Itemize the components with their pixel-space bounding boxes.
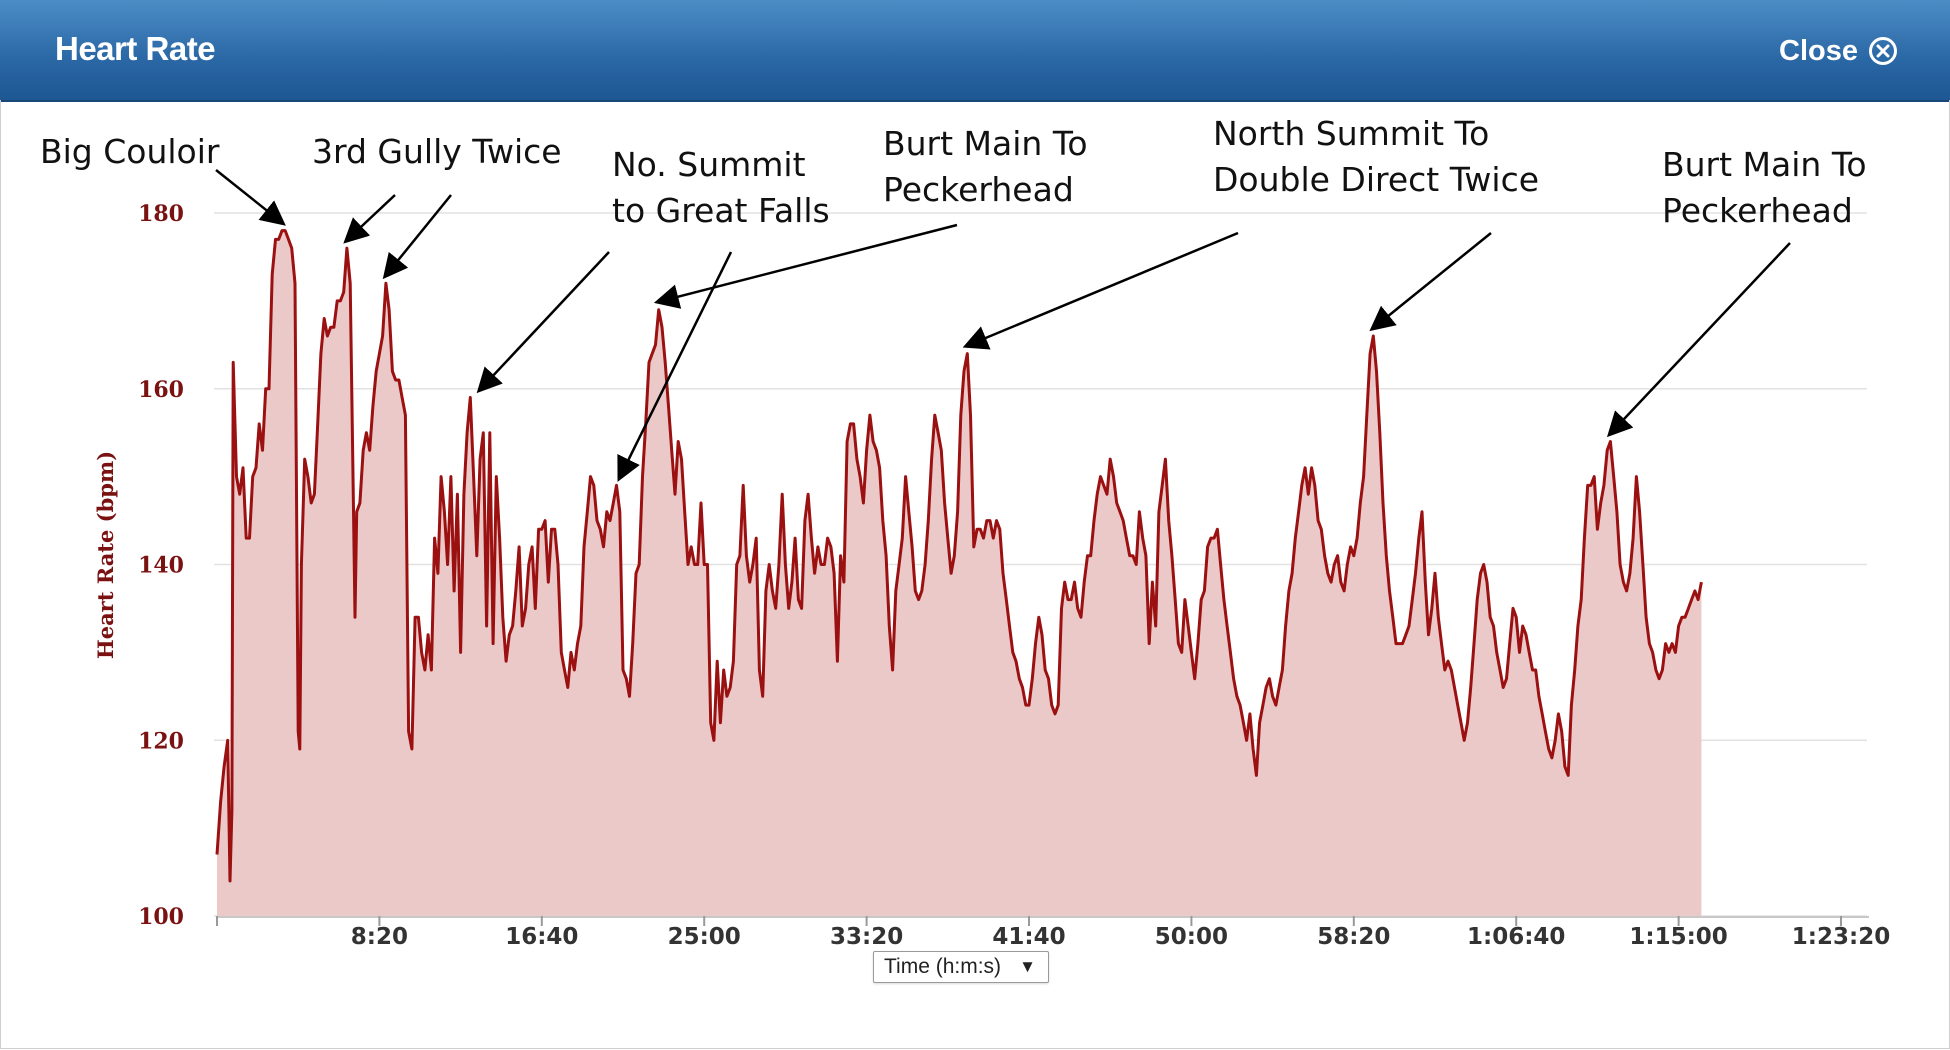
annotation-label: to Great Falls (612, 191, 830, 230)
x-tick-label: 33:20 (830, 924, 903, 950)
annotation-arrow (382, 194, 452, 280)
annotation-arrow (1606, 242, 1791, 438)
heart-rate-area-fill (217, 230, 1702, 917)
plot-area (215, 229, 1703, 917)
annotation-arrow (1369, 232, 1492, 332)
x-tick-label: 1:06:40 (1467, 924, 1565, 950)
annotation-label: 3rd Gully Twice (312, 132, 562, 171)
annotation-label: Burt Main To (1662, 145, 1867, 184)
annotation-label: North Summit To (1213, 114, 1489, 153)
x-tick-label: 25:00 (668, 924, 741, 950)
annotation-label: Burt Main To (883, 124, 1088, 163)
annotation-label: Double Direct Twice (1213, 160, 1539, 199)
x-tick-label: 16:40 (505, 924, 578, 950)
y-tick-label: 160 (138, 377, 184, 403)
annotation-arrow (653, 223, 958, 309)
y-axis-title: Heart Rate (bpm) (93, 451, 118, 659)
y-tick-label: 120 (138, 728, 184, 754)
annotation-arrow (476, 251, 610, 394)
time-unit-select[interactable]: Time (h:m:s) ▼ (873, 951, 1049, 983)
close-circle-x-icon (1869, 37, 1897, 65)
caret-down-icon: ▼ (1019, 957, 1036, 976)
dialog-titlebar: Heart Rate Close (0, 0, 1950, 102)
x-tick-label: 50:00 (1155, 924, 1228, 950)
close-button[interactable]: Close (1779, 30, 1898, 72)
x-tick-label: 1:23:20 (1792, 924, 1890, 950)
x-tick-label: 41:40 (992, 924, 1065, 950)
time-unit-value: Time (h:m:s) (884, 955, 1002, 978)
y-tick-label: 180 (138, 201, 184, 227)
annotation-label: Peckerhead (883, 170, 1074, 209)
annotation-label: Peckerhead (1662, 191, 1853, 230)
x-tick-label: 8:20 (351, 924, 408, 950)
annotation-label: No. Summit (612, 145, 806, 184)
x-tick-label: 1:15:00 (1629, 924, 1727, 950)
annotation-arrow (215, 169, 286, 226)
heart-rate-series-line (215, 229, 1703, 883)
close-label: Close (1779, 34, 1858, 67)
y-tick-label: 140 (138, 553, 184, 579)
y-tick-label: 100 (138, 904, 184, 930)
annotation-arrow (617, 251, 733, 482)
x-tick-label: 58:20 (1317, 924, 1390, 950)
annotation-label: Big Couloir (40, 132, 220, 171)
dialog-title: Heart Rate (55, 30, 216, 67)
annotation-arrow (343, 194, 396, 244)
annotation-arrow (962, 231, 1239, 350)
axes: 100 120 140 160 180 8:20 16:40 25:00 33:20 41:40 5… (138, 201, 1890, 950)
annotation-layer: Big Couloir 3rd Gully Twice No. Summit to G… (40, 114, 1867, 482)
